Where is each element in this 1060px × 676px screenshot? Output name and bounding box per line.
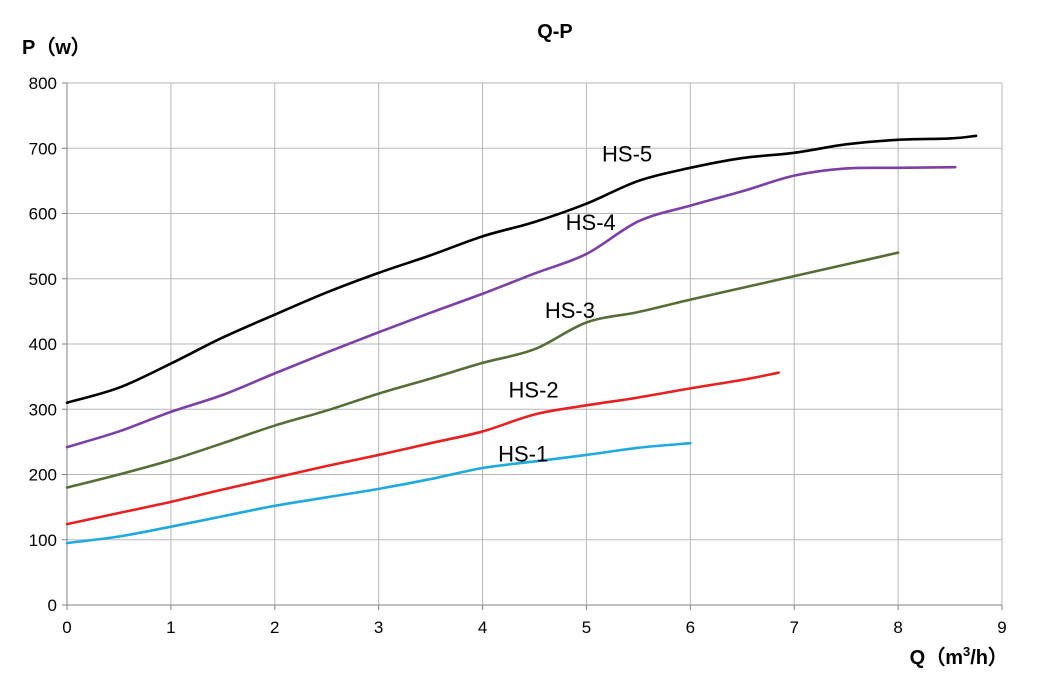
y-tick-label: 600	[29, 205, 57, 224]
x-tick-label: 5	[582, 618, 591, 637]
series-label-hs-5: HS-5	[602, 141, 652, 166]
series-label-hs-1: HS-1	[498, 441, 548, 466]
series-label-hs-2: HS-2	[509, 378, 559, 403]
x-tick-label: 8	[893, 618, 902, 637]
axes	[62, 82, 1003, 610]
x-axis-title-prefix: Q（m	[910, 646, 963, 669]
y-axis-title: P（w）	[22, 36, 91, 59]
y-tick-label: 800	[29, 74, 57, 93]
y-tick-label: 500	[29, 270, 57, 289]
x-tick-label: 0	[62, 618, 71, 637]
series-annotations: HS-1 HS-2 HS-3 HS-4 HS-5	[498, 141, 652, 466]
x-axis-title-suffix: /h）	[970, 646, 1008, 669]
grid-lines	[66, 82, 1003, 606]
x-axis-title: Q（m3/h）	[910, 644, 1008, 669]
y-tick-label: 300	[29, 400, 57, 419]
x-tick-label: 3	[374, 618, 383, 637]
series-label-hs-4: HS-4	[566, 210, 616, 235]
y-tick-label: 100	[29, 531, 57, 550]
series-line-hs-5	[65, 134, 978, 405]
x-tick-label: 1	[166, 618, 175, 637]
series-line-hs-4	[65, 165, 957, 449]
chart-title: Q-P	[537, 21, 573, 43]
x-tick-label: 9	[997, 618, 1006, 637]
y-tick-label: 400	[29, 335, 57, 354]
series-line-hs-1	[65, 441, 692, 545]
x-tick-label: 6	[686, 618, 695, 637]
series-lines	[65, 134, 978, 545]
x-tick-label: 2	[270, 618, 279, 637]
x-tick-label: 4	[478, 618, 487, 637]
tick-labels: 0 100 200 300 400 500 600 700 800 0 1 2 3 4 5 6 7 8 9	[29, 74, 1007, 637]
y-tick-label: 700	[29, 139, 57, 158]
series-label-hs-3: HS-3	[545, 298, 595, 323]
x-axis-title-superscript: 3	[963, 644, 970, 659]
series-line-hs-3	[65, 251, 900, 489]
x-tick-label: 7	[789, 618, 798, 637]
series-line-hs-2	[65, 371, 780, 526]
y-tick-label: 0	[48, 596, 57, 615]
y-tick-label: 200	[29, 466, 57, 485]
